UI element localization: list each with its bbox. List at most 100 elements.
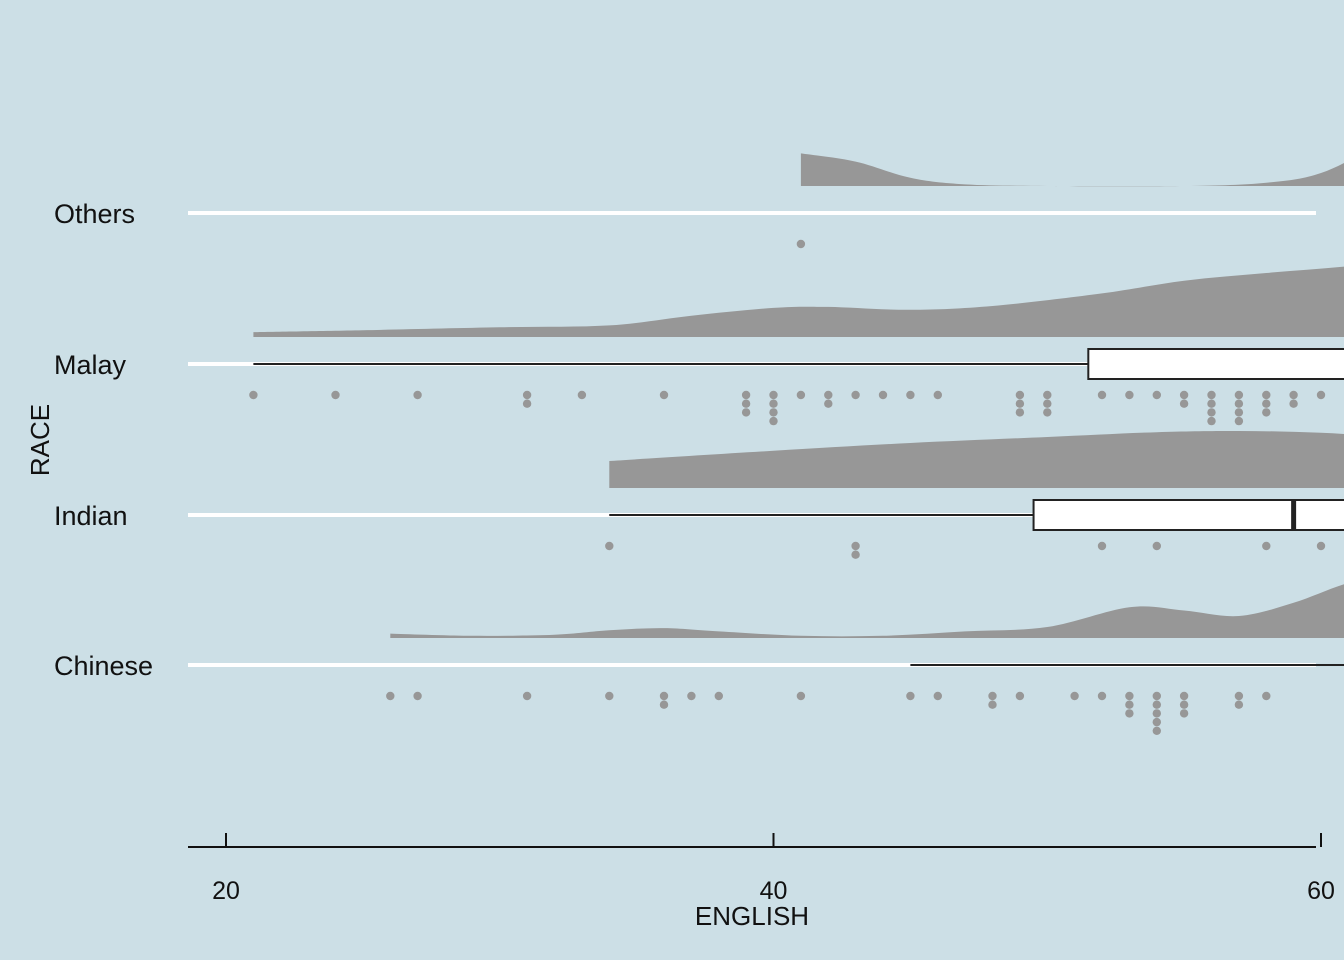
data-point-malay [1152,390,1162,400]
category-labels: Others Malay Indian Chinese [54,199,153,681]
data-point-chinese [1097,691,1107,701]
x-tick-label-40: 40 [760,877,788,905]
data-point-malay [1015,390,1025,400]
data-point-malay [1207,399,1216,408]
data-point-others [796,239,806,249]
category-label-others: Others [54,199,135,229]
data-point-malay [741,408,751,417]
data-point-malay [1207,408,1216,417]
x-axis-title: ENGLISH [695,901,809,931]
data-point-chinese [988,700,997,709]
data-point-malay [769,408,778,417]
data-point-chinese [1179,700,1189,709]
data-point-malay [824,399,833,408]
data-point-chinese [1262,691,1271,701]
data-point-malay [1289,399,1298,408]
data-point-indian [605,541,614,551]
data-point-chinese [1125,709,1134,718]
data-point-chinese [1179,709,1189,718]
data-point-chinese [933,691,942,701]
data-point-malay [1262,399,1271,408]
data-point-malay [1234,416,1244,426]
data-point-chinese [1152,700,1162,709]
density-chinese [390,584,1344,638]
data-point-malay [1179,399,1189,408]
data-point-malay [1234,408,1244,417]
data-point-malay [1043,399,1052,408]
data-point-chinese [1179,691,1189,701]
data-point-indian [1316,541,1326,551]
data-point-chinese [659,691,669,701]
data-point-chinese [1125,700,1134,709]
data-point-malay [522,399,532,408]
data-point-malay [1316,390,1326,400]
data-point-chinese [1070,691,1079,701]
density-indian [609,430,1344,488]
data-point-chinese [1152,726,1162,735]
data-point-malay [1262,390,1271,400]
data-point-malay [1207,416,1216,426]
data-point-malay [769,399,778,408]
data-point-malay [769,390,778,400]
data-point-chinese [1234,700,1244,709]
data-point-chinese [1152,717,1162,727]
x-axis: 20406080 [188,833,1335,905]
data-point-malay [796,390,806,400]
data-point-chinese [1125,691,1134,701]
boxplot-layer [253,348,1344,666]
data-point-malay [933,390,942,400]
data-point-malay [824,390,833,400]
data-point-chinese [1152,691,1162,701]
data-point-chinese [413,691,422,701]
data-point-malay [1234,399,1244,408]
data-point-indian [1097,541,1107,551]
data-point-malay [1097,390,1107,400]
y-axis-title: RACE [25,404,55,476]
data-point-malay [1289,390,1298,400]
data-point-chinese [906,691,915,701]
data-point-chinese [659,700,669,709]
data-point-indian [851,550,860,559]
data-point-malay [331,390,340,400]
x-tick-label-60: 60 [1307,877,1335,905]
data-point-malay [1179,390,1189,400]
category-label-indian: Indian [54,501,128,531]
data-point-malay [769,416,778,426]
data-point-chinese [988,691,997,701]
data-point-chinese [1152,709,1162,718]
data-point-malay [249,390,258,400]
data-point-malay [906,390,915,400]
data-point-chinese [1234,691,1244,701]
data-point-chinese [1015,691,1025,701]
density-malay [253,266,1344,337]
density-others [800,153,1344,187]
data-point-malay [413,390,422,400]
data-point-malay [577,390,587,400]
data-point-malay [1234,390,1244,400]
data-point-malay [522,390,532,400]
box-indian [1032,499,1344,531]
data-point-chinese [522,691,532,701]
data-point-malay [1262,408,1271,417]
data-point-malay [741,390,751,400]
data-point-malay [851,390,860,400]
data-point-malay [659,390,669,400]
box-malay [1087,348,1344,380]
data-point-malay [1043,408,1052,417]
data-point-malay [1043,390,1052,400]
density-layer [253,153,1344,638]
data-point-malay [1015,399,1025,408]
data-point-indian [851,541,860,551]
data-point-malay [741,399,751,408]
dot-layer [249,239,1326,735]
x-tick-label-20: 20 [212,877,240,905]
data-point-malay [1015,408,1025,417]
data-point-chinese [605,691,614,701]
data-point-chinese [796,691,806,701]
data-point-malay [1207,390,1216,400]
data-point-indian [1152,541,1162,551]
category-label-chinese: Chinese [54,651,153,681]
data-point-chinese [687,691,696,701]
data-point-malay [1125,390,1134,400]
